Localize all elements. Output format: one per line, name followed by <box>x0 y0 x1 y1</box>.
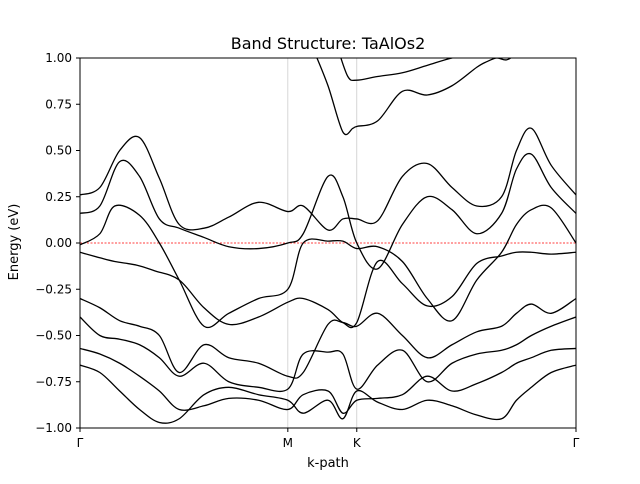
y-tick-label: −1.00 <box>35 421 72 435</box>
x-tick-label: Γ <box>77 436 84 450</box>
band-line-5 <box>80 316 576 393</box>
y-tick-label: 0.25 <box>45 190 72 204</box>
y-tick-label: 0.75 <box>45 97 72 111</box>
band-line-3 <box>80 204 576 329</box>
y-tick-label: −0.50 <box>35 329 72 343</box>
chart-title: Band Structure: TaAlOs2 <box>231 34 426 53</box>
band-line-4 <box>80 297 576 379</box>
y-tick-label: −0.25 <box>35 282 72 296</box>
x-tick-label: Γ <box>573 436 580 450</box>
band-line-0 <box>80 251 576 329</box>
x-tick-label: K <box>353 436 362 450</box>
band-lines <box>80 58 576 424</box>
band-line-6 <box>80 347 576 414</box>
band-line-2 <box>80 127 576 231</box>
y-tick-label: −0.75 <box>35 375 72 389</box>
y-tick-label: 0.00 <box>45 236 72 250</box>
y-ticks: −1.00 −0.75 −0.50 −0.25 0.00 0.25 0.50 0.75 1.00 <box>35 51 80 435</box>
band-line-1 <box>80 152 576 270</box>
x-tick-label: M <box>283 436 293 450</box>
y-tick-label: 1.00 <box>45 51 72 65</box>
band-line-9 <box>340 58 456 82</box>
y-axis-label: Energy (eV) <box>7 204 22 281</box>
x-axis-label: k-path <box>307 456 349 471</box>
y-tick-label: 0.50 <box>45 144 72 158</box>
band-line-7 <box>80 364 576 424</box>
